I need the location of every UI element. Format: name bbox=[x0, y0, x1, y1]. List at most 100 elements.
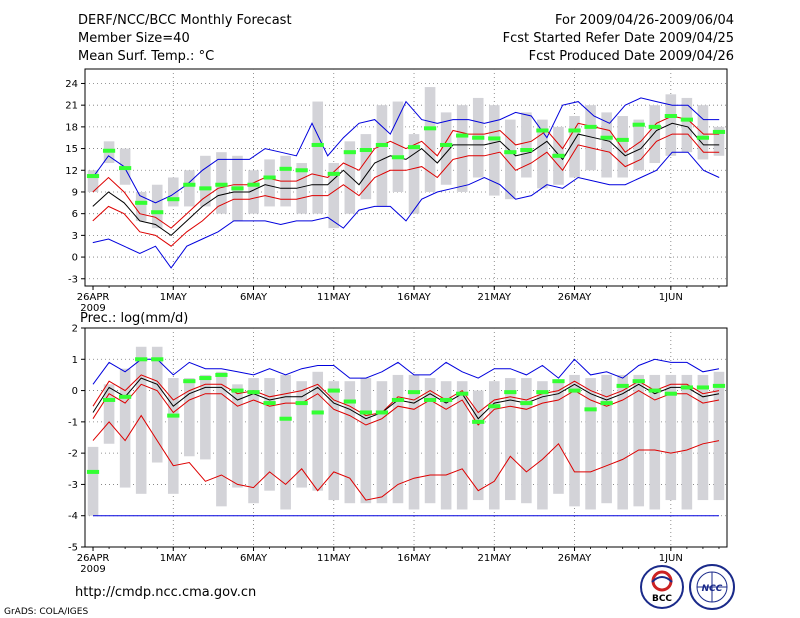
precipitation-panel: -5 -4 -3 -2 -1 0 1 2 26APR 1MAY 6MAY 11MAY 16MAY 21MA… bbox=[68, 324, 728, 575]
blue-lower-line bbox=[92, 151, 720, 269]
median-marker bbox=[343, 399, 356, 404]
median-marker bbox=[135, 357, 148, 362]
spread-box bbox=[216, 371, 227, 507]
x-tick-label: 1MAY bbox=[160, 553, 188, 564]
median-marker bbox=[327, 388, 340, 393]
y-tick-label: -3 bbox=[68, 274, 78, 285]
median-marker bbox=[488, 404, 501, 409]
spread-box bbox=[440, 381, 452, 510]
ensemble-mean-line bbox=[92, 377, 720, 420]
median-marker bbox=[391, 397, 405, 402]
y-tick-label: 21 bbox=[65, 101, 78, 112]
spread-box bbox=[456, 381, 468, 510]
x-tick-label: 26MAY bbox=[558, 292, 592, 303]
spread-box bbox=[440, 112, 452, 185]
spread-box bbox=[87, 170, 99, 192]
spread-box bbox=[360, 134, 372, 200]
y-tick-label: 0 bbox=[72, 253, 78, 264]
spread-box bbox=[617, 116, 628, 178]
spread-box bbox=[537, 119, 548, 189]
chart-title: DERF/NCC/BCC Monthly Forecast bbox=[78, 13, 292, 28]
median-marker bbox=[247, 390, 260, 395]
median-marker bbox=[504, 150, 517, 155]
spread-box bbox=[248, 378, 259, 504]
median-marker bbox=[183, 379, 196, 384]
spread-box bbox=[328, 381, 340, 501]
median-marker bbox=[648, 388, 661, 393]
spread-box bbox=[248, 170, 259, 214]
spread-box bbox=[617, 374, 628, 510]
x-tick-label: 26APR bbox=[77, 553, 110, 564]
x-tick-label: 16MAY bbox=[397, 292, 431, 303]
spread-box bbox=[344, 381, 356, 504]
median-marker bbox=[440, 397, 453, 402]
y-tick-label: -3 bbox=[68, 480, 78, 491]
median-marker bbox=[536, 390, 549, 395]
y-tick-label: -2 bbox=[68, 449, 78, 460]
spread-box bbox=[649, 105, 661, 164]
spread-box bbox=[633, 119, 645, 171]
median-marker bbox=[456, 391, 469, 396]
spread-box bbox=[280, 374, 291, 510]
y-tick-label: -5 bbox=[68, 543, 78, 554]
median-marker bbox=[86, 174, 100, 179]
spread-box bbox=[376, 381, 388, 504]
median-marker bbox=[119, 394, 132, 399]
median-marker bbox=[472, 135, 485, 140]
median-marker bbox=[568, 388, 581, 393]
spread-box bbox=[184, 170, 195, 207]
median-marker bbox=[311, 410, 324, 415]
spread-box bbox=[681, 374, 693, 510]
median-marker bbox=[86, 469, 100, 474]
spread-box bbox=[601, 374, 612, 504]
median-marker bbox=[712, 383, 726, 388]
spread-box bbox=[697, 105, 709, 160]
median-marker bbox=[584, 124, 597, 129]
median-marker bbox=[263, 175, 276, 180]
x-tick-label: 26APR bbox=[77, 292, 110, 303]
spread-box bbox=[392, 101, 404, 192]
spread-box bbox=[312, 101, 324, 214]
x-tick-label: 16MAY bbox=[397, 553, 431, 564]
year-label: 2009 bbox=[80, 303, 105, 314]
y-tick-label: 3 bbox=[72, 231, 78, 242]
spread-box bbox=[488, 381, 500, 510]
x-tick-label: 26MAY bbox=[558, 553, 592, 564]
variable-label: Mean Surf. Temp.: °C bbox=[78, 49, 214, 64]
y-tick-label: 18 bbox=[65, 122, 78, 133]
plot-frame bbox=[84, 68, 728, 287]
red-lower-line bbox=[92, 383, 720, 426]
spread-box bbox=[521, 378, 532, 504]
median-marker bbox=[359, 410, 372, 415]
spread-box bbox=[472, 390, 484, 501]
spread-box bbox=[376, 105, 388, 207]
spread-box bbox=[553, 381, 564, 494]
median-marker bbox=[423, 397, 437, 402]
spread-box bbox=[296, 381, 307, 488]
spread-box bbox=[601, 112, 612, 178]
median-marker bbox=[151, 357, 164, 362]
spread-box bbox=[200, 155, 211, 207]
spread-box bbox=[408, 374, 420, 510]
spread-box bbox=[697, 374, 709, 501]
median-marker bbox=[552, 379, 565, 384]
median-marker bbox=[247, 182, 260, 187]
median-marker bbox=[632, 379, 645, 384]
median-marker bbox=[664, 391, 677, 396]
median-marker bbox=[616, 383, 629, 388]
median-marker bbox=[215, 182, 228, 187]
median-marker bbox=[102, 148, 116, 153]
spread-box bbox=[103, 384, 115, 444]
median-marker bbox=[680, 117, 693, 122]
x-tick-label: 6MAY bbox=[240, 292, 268, 303]
median-marker bbox=[359, 148, 372, 153]
spread-box bbox=[585, 105, 596, 171]
median-marker bbox=[712, 129, 726, 134]
median-marker bbox=[215, 372, 228, 377]
grads-credit: GrADS: COLA/IGES bbox=[4, 607, 88, 617]
precip-panel-title: Prec.: log(mm/d) bbox=[80, 311, 188, 326]
median-marker bbox=[375, 142, 389, 147]
median-marker bbox=[167, 197, 180, 202]
temperature-panel: -3 0 3 6 9 12 15 18 21 24 26APR 1MAY 6MAY 11MAY 16MAY 2… bbox=[65, 68, 728, 314]
